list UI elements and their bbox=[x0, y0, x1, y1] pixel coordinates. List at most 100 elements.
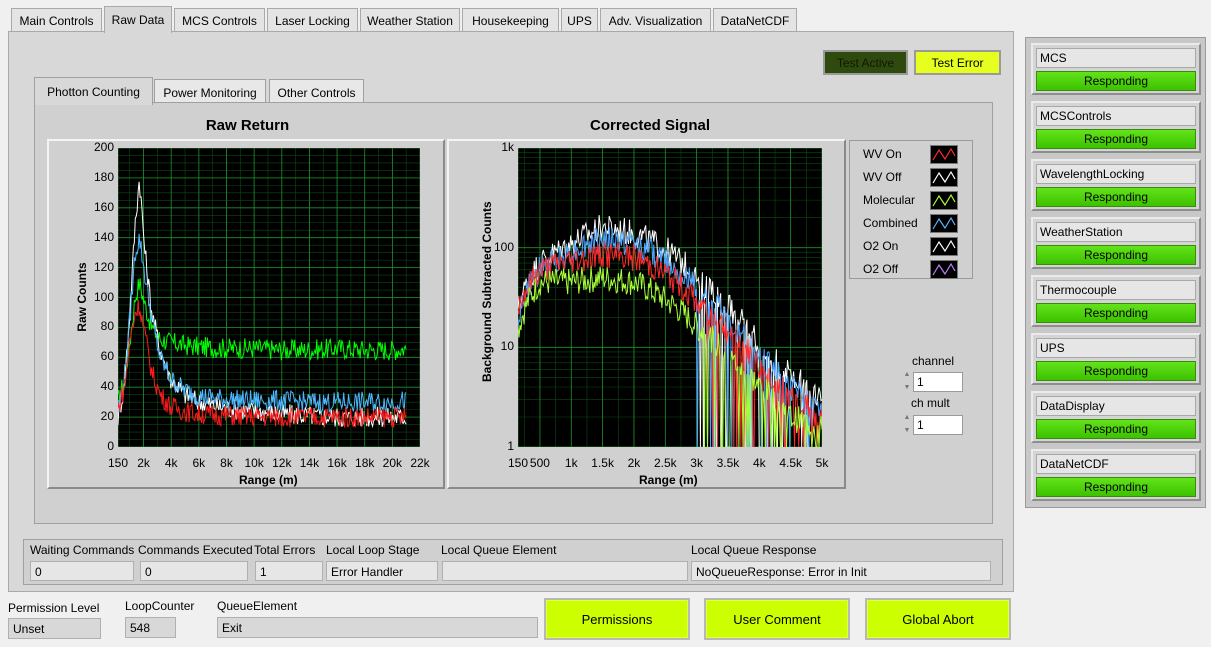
raw-return-chart-svg bbox=[118, 148, 420, 447]
raw-return-plot-area bbox=[118, 148, 420, 447]
increment-icon[interactable]: ▲ bbox=[904, 370, 911, 379]
decrement-icon[interactable]: ▼ bbox=[904, 383, 911, 392]
x-tick-label: 10k bbox=[242, 456, 266, 470]
y-tick-label: 1 bbox=[484, 439, 514, 453]
x-tick-label: 4k bbox=[747, 456, 771, 470]
x-tick-label: 3k bbox=[685, 456, 709, 470]
channel-stepper[interactable]: ▲ ▼ bbox=[901, 370, 913, 392]
raw-return-xlabel: Range (m) bbox=[239, 473, 298, 487]
y-tick-label: 60 bbox=[84, 349, 114, 363]
local-loop-stage-value: Error Handler bbox=[326, 561, 438, 581]
x-tick-label: 22k bbox=[408, 456, 432, 470]
ch-mult-input[interactable]: 1 bbox=[913, 415, 963, 435]
x-tick-label: 1k bbox=[559, 456, 583, 470]
total-errors-value: 1 bbox=[255, 561, 323, 581]
module-status-indicator: Responding bbox=[1036, 129, 1196, 149]
module-name: WavelengthLocking bbox=[1036, 164, 1196, 184]
global-abort-button[interactable]: Global Abort bbox=[865, 598, 1011, 640]
y-tick-label: 1k bbox=[484, 140, 514, 154]
legend-item[interactable]: Molecular bbox=[850, 189, 972, 212]
increment-icon[interactable]: ▲ bbox=[904, 413, 911, 422]
module-status-indicator: Responding bbox=[1036, 477, 1196, 497]
module-thermocouple: Thermocouple Responding bbox=[1031, 275, 1201, 327]
tab-datanetcdf[interactable]: DataNetCDF bbox=[713, 8, 797, 32]
ch-mult-stepper[interactable]: ▲ ▼ bbox=[901, 413, 913, 435]
local-queue-response-value: NoQueueResponse: Error in Init bbox=[691, 561, 991, 581]
module-name: WeatherStation bbox=[1036, 222, 1196, 242]
module-name: DataDisplay bbox=[1036, 396, 1196, 416]
x-tick-label: 4k bbox=[159, 456, 183, 470]
module-status-indicator: Responding bbox=[1036, 187, 1196, 207]
legend-swatch bbox=[930, 145, 958, 164]
tab-adv-visualization[interactable]: Adv. Visualization bbox=[600, 8, 711, 32]
y-tick-label: 0 bbox=[84, 439, 114, 453]
series-line bbox=[118, 234, 406, 413]
y-tick-label: 140 bbox=[84, 230, 114, 244]
module-name: MCSControls bbox=[1036, 106, 1196, 126]
x-tick-label: 150 bbox=[106, 456, 130, 470]
local-queue-element-label: Local Queue Element bbox=[441, 543, 556, 557]
module-wavelengthlocking: WavelengthLocking Responding bbox=[1031, 159, 1201, 211]
y-tick-label: 40 bbox=[84, 379, 114, 393]
permission-level-label: Permission Level bbox=[8, 601, 99, 615]
waiting-commands-label: Waiting Commands bbox=[30, 543, 134, 557]
x-tick-label: 150 bbox=[506, 456, 530, 470]
legend-item[interactable]: O2 On bbox=[850, 235, 972, 258]
loop-counter-value: 548 bbox=[125, 617, 176, 638]
legend-swatch bbox=[930, 168, 958, 187]
legend-item[interactable]: Combined bbox=[850, 212, 972, 235]
tab-laser-locking[interactable]: Laser Locking bbox=[267, 8, 358, 32]
module-weatherstation: WeatherStation Responding bbox=[1031, 217, 1201, 269]
legend-label: WV Off bbox=[863, 170, 901, 184]
channel-input[interactable]: 1 bbox=[913, 372, 963, 392]
legend-item[interactable]: O2 Off bbox=[850, 258, 972, 281]
status-cluster: Waiting Commands 0 Commands Executed 0 T… bbox=[23, 539, 1003, 585]
module-status-indicator: Responding bbox=[1036, 419, 1196, 439]
module-status-panel: MCS Responding MCSControls Responding Wavele… bbox=[1025, 37, 1206, 508]
decrement-icon[interactable]: ▼ bbox=[904, 426, 911, 435]
module-status-indicator: Responding bbox=[1036, 245, 1196, 265]
legend-swatch bbox=[930, 237, 958, 256]
module-name: MCS bbox=[1036, 48, 1196, 68]
y-tick-label: 160 bbox=[84, 200, 114, 214]
x-tick-label: 4.5k bbox=[779, 456, 803, 470]
y-tick-label: 180 bbox=[84, 170, 114, 184]
legend-item[interactable]: WV Off bbox=[850, 166, 972, 189]
legend-label: Molecular bbox=[863, 193, 915, 207]
legend-label: WV On bbox=[863, 147, 902, 161]
module-name: Thermocouple bbox=[1036, 280, 1196, 300]
waiting-commands-value: 0 bbox=[30, 561, 134, 581]
plot-legend: WV On WV Off Molecular Combined O2 On O2 Off bbox=[849, 140, 973, 279]
test-active-indicator[interactable]: Test Active bbox=[823, 50, 908, 75]
module-ups: UPS Responding bbox=[1031, 333, 1201, 385]
local-loop-stage-label: Local Loop Stage bbox=[326, 543, 419, 557]
tab-ups[interactable]: UPS bbox=[561, 8, 598, 32]
test-error-indicator[interactable]: Test Error bbox=[914, 50, 1001, 75]
permissions-button[interactable]: Permissions bbox=[544, 598, 690, 640]
raw-return-ylabel: Raw Counts bbox=[75, 257, 89, 337]
ch-mult-label: ch mult bbox=[911, 396, 950, 410]
tab-weather-station[interactable]: Weather Station bbox=[360, 8, 460, 32]
tab-main-controls[interactable]: Main Controls bbox=[11, 8, 102, 32]
x-tick-label: 3.5k bbox=[716, 456, 740, 470]
legend-item[interactable]: WV On bbox=[850, 143, 972, 166]
user-comment-button[interactable]: User Comment bbox=[704, 598, 850, 640]
legend-label: O2 On bbox=[863, 239, 898, 253]
tab-mcs-controls[interactable]: MCS Controls bbox=[174, 8, 265, 32]
x-tick-label: 6k bbox=[187, 456, 211, 470]
module-status-indicator: Responding bbox=[1036, 361, 1196, 381]
corrected-signal-chart-svg bbox=[518, 148, 822, 447]
module-name: DataNetCDF bbox=[1036, 454, 1196, 474]
x-tick-label: 2.5k bbox=[653, 456, 677, 470]
x-tick-label: 1.5k bbox=[591, 456, 615, 470]
x-tick-label: 500 bbox=[528, 456, 552, 470]
raw-return-title: Raw Return bbox=[120, 117, 375, 134]
legend-swatch bbox=[930, 214, 958, 233]
legend-label: O2 Off bbox=[863, 262, 898, 276]
corrected-signal-title: Corrected Signal bbox=[520, 117, 780, 134]
tab-housekeeping[interactable]: Housekeeping bbox=[462, 8, 559, 32]
tab-raw-data[interactable]: Raw Data bbox=[104, 6, 172, 33]
series-line bbox=[118, 300, 406, 428]
legend-swatch bbox=[930, 191, 958, 210]
subtab-photton-counting[interactable]: Photton Counting bbox=[34, 77, 153, 105]
